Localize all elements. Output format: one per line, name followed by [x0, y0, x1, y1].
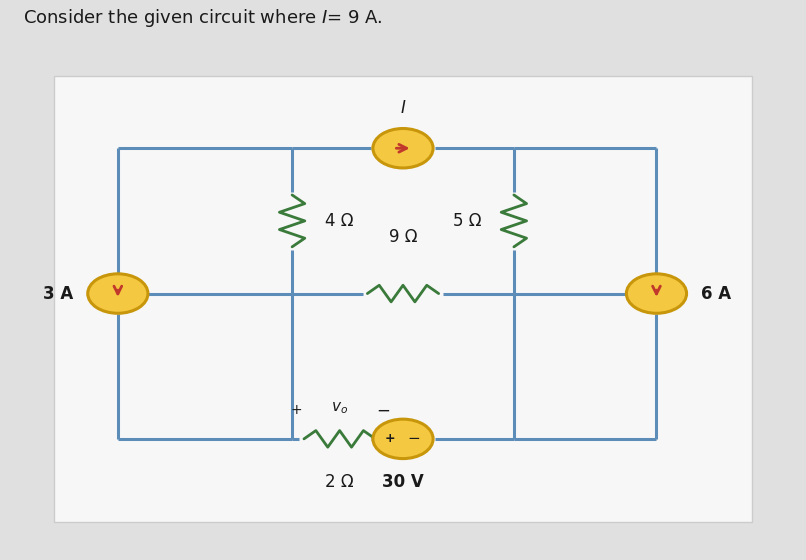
Text: 4 Ω: 4 Ω — [325, 212, 353, 230]
Circle shape — [373, 128, 433, 168]
Circle shape — [626, 274, 687, 313]
Text: 3 A: 3 A — [44, 284, 73, 302]
Circle shape — [88, 274, 148, 313]
Circle shape — [373, 419, 433, 459]
Text: Consider the given circuit where $I$= 9 A.: Consider the given circuit where $I$= 9 … — [23, 7, 383, 29]
Text: +: + — [290, 403, 302, 417]
Text: −: − — [408, 431, 421, 446]
Text: $I$: $I$ — [400, 99, 406, 117]
Text: −: − — [376, 402, 390, 419]
Text: 30 V: 30 V — [382, 473, 424, 491]
Text: 2 Ω: 2 Ω — [326, 473, 354, 491]
Text: +: + — [385, 432, 396, 445]
FancyBboxPatch shape — [55, 76, 751, 522]
Text: 9 Ω: 9 Ω — [388, 228, 418, 246]
Text: 6 A: 6 A — [701, 284, 731, 302]
Text: 5 Ω: 5 Ω — [453, 212, 481, 230]
Text: $v_o$: $v_o$ — [331, 400, 348, 416]
